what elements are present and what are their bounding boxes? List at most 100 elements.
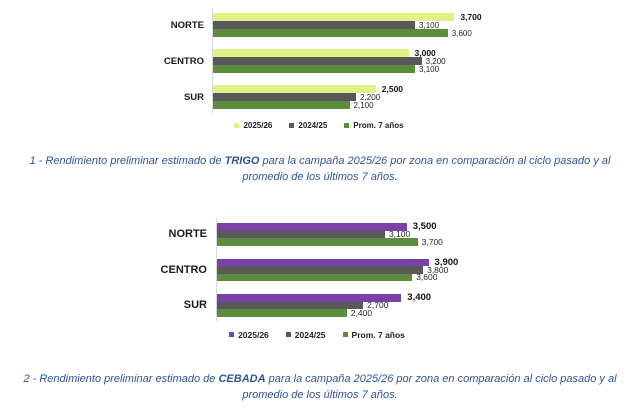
bar-row: 3,400 <box>216 292 434 304</box>
bar-2024-25-centro <box>212 57 422 65</box>
bar-row: 2,500 <box>212 84 474 94</box>
bar-row: 3,100 <box>212 64 474 74</box>
legend-label: Prom. 7 años <box>353 121 404 130</box>
bar-row: 2,700 <box>216 300 434 311</box>
bar-row: 3,900 <box>216 257 458 268</box>
bar-stack: 3,500 3,100 3,700 <box>216 221 443 247</box>
bar-prom-7-a-os-norte <box>216 238 418 246</box>
plot-area: NORTE 3,500 3,100 3,700 CENTRO 3,900 3,800 3,60… <box>152 218 552 321</box>
cebada-caption-suffix: para la campaña 2025/26 por zona en comp… <box>242 372 617 401</box>
category-label-norte: NORTE <box>168 228 208 241</box>
cebada-caption: 2 - Rendimiento preliminar estimado de C… <box>0 371 640 403</box>
category-label-centro: CENTRO <box>163 55 204 67</box>
cebada-bar-chart: NORTE 3,500 3,100 3,700 CENTRO 3,900 3,800 3,60… <box>152 218 552 340</box>
legend-label: 2024/25 <box>294 329 326 340</box>
cebada-caption-crop: CEBADA <box>218 372 266 385</box>
legend: 2025/26 2024/25 Prom. 7 años <box>154 121 484 130</box>
legend-item-2024-25: 2024/25 <box>289 121 327 130</box>
category-label-norte: NORTE <box>170 19 204 31</box>
legend-label: 2024/25 <box>298 121 328 130</box>
legend-swatch <box>285 332 291 337</box>
value-label: 3,700 <box>421 236 443 247</box>
bar-2024-25-sur <box>212 93 357 101</box>
category-label-sur: SUR <box>183 91 204 103</box>
legend-item-prom-7-a-os: Prom. 7 años <box>342 330 405 340</box>
bar-row: 2,100 <box>212 100 474 110</box>
trigo-caption-prefix: 1 - Rendimiento preliminar estimado de <box>29 155 225 167</box>
value-label: 3,800 <box>427 264 449 275</box>
bar-row: 3,800 <box>216 265 448 275</box>
legend: 2025/26 2024/25 Prom. 7 años <box>152 330 482 340</box>
bar-2025-26-sur <box>212 85 376 93</box>
value-label: 3,900 <box>434 256 459 268</box>
legend-swatch <box>229 332 235 337</box>
value-label: 3,600 <box>451 28 472 38</box>
value-label: 2,200 <box>360 92 381 102</box>
bar-prom-7-a-os-sur <box>216 309 347 317</box>
value-label: 2,100 <box>353 100 374 110</box>
category-group-centro: CENTRO 3,000 3,200 3,100 <box>154 48 554 74</box>
bar-2025-26-norte <box>212 13 455 21</box>
bar-row: 2,200 <box>212 92 474 102</box>
bar-row: 3,600 <box>216 272 438 283</box>
plot-area: NORTE 3,700 3,100 3,600 CENTRO 3,000 3,200 3,10… <box>154 8 554 113</box>
legend-label: 2025/26 <box>243 121 273 130</box>
legend-item-prom-7-a-os: Prom. 7 años <box>344 121 404 130</box>
trigo-bar-chart: NORTE 3,700 3,100 3,600 CENTRO 3,000 3,200 3,10… <box>154 8 554 130</box>
value-label: 3,100 <box>419 64 440 74</box>
category-group-sur: SUR 2,500 2,200 2,100 <box>154 84 554 110</box>
bar-row: 3,700 <box>216 237 443 247</box>
trigo-caption-suffix: para la campaña 2025/26 por zona en comp… <box>242 155 611 183</box>
value-label: 2,700 <box>367 300 389 311</box>
legend-swatch <box>342 332 348 337</box>
legend-swatch <box>289 123 295 128</box>
bar-2024-25-norte <box>212 21 416 29</box>
legend-item-2025-26: 2025/26 <box>234 121 272 130</box>
value-label: 2,500 <box>381 84 404 94</box>
category-label-sur: SUR <box>183 299 207 312</box>
bar-row: 2,400 <box>216 307 434 318</box>
bar-stack: 3,700 3,100 3,600 <box>212 12 482 38</box>
bar-prom-7-a-os-centro <box>216 273 413 281</box>
bar-row: 3,600 <box>212 28 474 38</box>
bar-2024-25-centro <box>216 266 424 274</box>
bar-row: 3,700 <box>212 12 482 22</box>
category-group-sur: SUR 3,400 2,700 2,400 <box>152 292 552 318</box>
value-label: 3,200 <box>425 56 446 66</box>
category-axis-line <box>216 218 217 321</box>
bar-row: 3,000 <box>212 48 474 58</box>
bar-prom-7-a-os-sur <box>212 101 350 109</box>
value-label: 2,400 <box>350 307 373 318</box>
value-label: 3,600 <box>416 272 438 283</box>
bar-2024-25-norte <box>216 230 385 238</box>
bar-row: 3,500 <box>216 221 437 233</box>
bar-row: 3,100 <box>212 20 474 30</box>
legend-item-2024-25: 2024/25 <box>285 329 326 340</box>
value-label: 3,100 <box>388 229 411 240</box>
bar-stack: 2,500 2,200 2,100 <box>212 84 474 110</box>
category-group-norte: NORTE 3,500 3,100 3,700 <box>152 221 552 247</box>
category-group-centro: CENTRO 3,900 3,800 3,600 <box>152 257 552 283</box>
legend-swatch <box>344 123 350 128</box>
cebada-caption-prefix: 2 - Rendimiento preliminar estimado de <box>23 372 219 385</box>
value-label: 3,500 <box>412 221 437 233</box>
value-label: 3,700 <box>460 12 482 22</box>
category-axis-line <box>212 8 213 113</box>
legend-item-2025-26: 2025/26 <box>229 330 269 340</box>
bar-2024-25-sur <box>216 301 364 309</box>
bar-stack: 3,900 3,800 3,600 <box>216 257 458 283</box>
legend-swatch <box>234 123 240 128</box>
bar-prom-7-a-os-norte <box>212 29 448 37</box>
category-group-norte: NORTE 3,700 3,100 3,600 <box>154 12 554 38</box>
bar-stack: 3,400 2,700 2,400 <box>216 292 434 318</box>
value-label: 3,400 <box>407 292 432 304</box>
bar-2025-26-norte <box>216 223 407 231</box>
bar-stack: 3,000 3,200 3,100 <box>212 48 474 74</box>
category-label-centro: CENTRO <box>160 263 207 276</box>
bar-row: 3,100 <box>216 229 434 240</box>
bar-2025-26-sur <box>216 294 402 302</box>
bar-2025-26-centro <box>212 49 409 57</box>
value-label: 3,100 <box>419 20 440 30</box>
value-label: 3,000 <box>414 48 436 58</box>
